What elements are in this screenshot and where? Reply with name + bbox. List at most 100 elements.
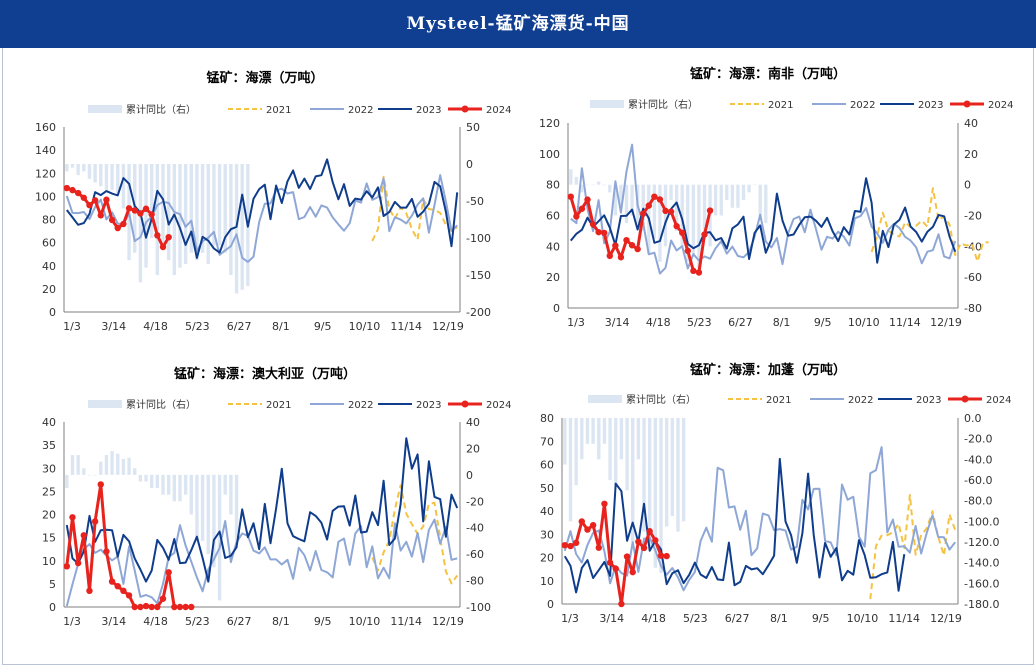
chart2-legend-marker-2024 bbox=[963, 100, 971, 108]
chart4-series-2023-line bbox=[563, 457, 906, 594]
chart4-x-tick-label: 12/19 bbox=[930, 612, 962, 625]
chart1-x-tick-label: 11/14 bbox=[390, 320, 422, 333]
chart4-bar-cumulative-yoy bbox=[664, 418, 669, 527]
chart1-point-2024 bbox=[142, 205, 150, 212]
chart2-point-2024 bbox=[617, 254, 625, 261]
chart1-y-tick-label: 140 bbox=[35, 144, 56, 157]
chart3-bar-cumulative-yoy bbox=[99, 461, 103, 475]
chart2-y2-tick-label: -20 bbox=[964, 210, 982, 223]
chart3-point-2024 bbox=[131, 603, 138, 611]
chart1-y-tick-label: 120 bbox=[35, 167, 56, 180]
chart1-bar-cumulative-yoy bbox=[138, 164, 143, 283]
chart3-series-2023-line bbox=[65, 437, 459, 583]
chart4-bar-cumulative-yoy bbox=[636, 418, 641, 460]
chart3-point-2024 bbox=[63, 563, 71, 570]
chart3-bar-cumulative-yoy bbox=[229, 474, 233, 515]
chart3-bar-cumulative-yoy bbox=[127, 457, 131, 475]
chart2-y2-tick-label: -80 bbox=[964, 302, 982, 315]
chart2-point-2024 bbox=[628, 242, 636, 249]
chart1-bar-cumulative-yoy bbox=[223, 164, 227, 253]
chart3-bar-cumulative-yoy bbox=[200, 474, 205, 541]
chart2-bar-cumulative-yoy bbox=[747, 184, 751, 193]
chart2-bar-cumulative-yoy bbox=[580, 184, 584, 193]
chart4-x-tick-label: 3/14 bbox=[599, 612, 624, 625]
chart3-y2-tick-label: 20 bbox=[466, 442, 480, 455]
chart2-x-tick-label: 6/27 bbox=[728, 316, 753, 329]
chart4-x-tick-label: 9/5 bbox=[812, 612, 830, 625]
chart1-x-tick-label: 10/10 bbox=[349, 320, 381, 333]
chart1-bar-cumulative-yoy bbox=[76, 164, 80, 176]
chart4-y2-tick-label: -60.0 bbox=[964, 474, 992, 487]
chart1-bar-cumulative-yoy bbox=[65, 164, 69, 172]
chart4-point-2024 bbox=[646, 528, 653, 535]
chart1-legend-swatch-bar bbox=[88, 105, 122, 113]
chart4-bar-cumulative-yoy bbox=[602, 418, 607, 444]
chart1-bar-cumulative-yoy bbox=[155, 164, 160, 275]
chart1-point-2024 bbox=[120, 220, 127, 228]
chart3-x-tick-label: 1/3 bbox=[63, 615, 81, 628]
chart4-point-2024 bbox=[623, 553, 631, 560]
chart3-point-2024 bbox=[171, 603, 178, 611]
chart4-y2-tick-label: -160.0 bbox=[964, 577, 999, 590]
chart1-x-tick-label: 9/5 bbox=[314, 320, 332, 333]
chart2-bar-cumulative-yoy bbox=[591, 184, 595, 186]
chart3-bar-cumulative-yoy bbox=[82, 468, 86, 475]
chart2-bar-cumulative-yoy bbox=[663, 184, 668, 247]
chart3-point-2024 bbox=[188, 603, 195, 611]
chart1-x-tick-label: 4/18 bbox=[143, 320, 168, 333]
chart3-point-2024 bbox=[154, 603, 161, 611]
chart4-point-2024 bbox=[612, 565, 619, 572]
chart4-y2-tick-label: -180.0 bbox=[964, 598, 999, 611]
chart1-x-tick-label: 8/1 bbox=[272, 320, 290, 333]
chart2-bar-cumulative-yoy bbox=[624, 184, 629, 224]
chart1-legend-label-2023: 2023 bbox=[416, 105, 441, 116]
chart2-y-tick-label: 80 bbox=[546, 179, 560, 192]
chart4-y-tick-label: 80 bbox=[540, 412, 554, 425]
chart4-legend-swatch-bar bbox=[588, 395, 622, 403]
chart4-x-tick-label: 8/1 bbox=[770, 612, 788, 625]
chart2-bar-cumulative-yoy bbox=[702, 184, 707, 231]
chart2-y2-tick-label: 40 bbox=[964, 117, 978, 130]
chart1-point-2024 bbox=[108, 216, 116, 224]
chart3-bar-cumulative-yoy bbox=[116, 453, 120, 475]
chart3-point-2024 bbox=[114, 582, 121, 590]
chart1-point-2024 bbox=[154, 232, 161, 239]
chart4-legend-marker-2024 bbox=[961, 395, 969, 403]
chart1-point-2024 bbox=[80, 194, 88, 201]
chart1-bar-cumulative-yoy bbox=[229, 164, 233, 275]
chart1-bar-cumulative-yoy bbox=[234, 164, 239, 294]
chart4-bar-cumulative-yoy bbox=[563, 418, 567, 465]
chart3-y-tick-label: 0 bbox=[49, 601, 56, 614]
chart1-bar-cumulative-yoy bbox=[189, 164, 193, 253]
chart3-x-tick-label: 6/27 bbox=[227, 615, 252, 628]
chart2-x-tick-label: 1/3 bbox=[567, 316, 585, 329]
chart4-y2-tick-label: -120.0 bbox=[964, 536, 999, 549]
chart1-point-2024 bbox=[63, 184, 71, 192]
chart1-x-tick-label: 6/27 bbox=[227, 320, 252, 333]
chart1-point-2024 bbox=[103, 196, 110, 203]
chart2-x-tick-label: 3/14 bbox=[605, 316, 630, 329]
chart3-bar-cumulative-yoy bbox=[155, 474, 160, 489]
chart3-legend-label-bar: 累计同比（右） bbox=[126, 398, 196, 411]
chart2-x-tick-label: 4/18 bbox=[646, 316, 671, 329]
chart4-bar-cumulative-yoy bbox=[574, 418, 578, 486]
chart3-bar-cumulative-yoy bbox=[183, 474, 188, 495]
chart4-y2-tick-label: -20.0 bbox=[964, 433, 992, 446]
chart1-series-2022-line bbox=[65, 174, 458, 263]
chart2-series-2023-line bbox=[570, 177, 957, 264]
chart1-bar-cumulative-yoy bbox=[99, 164, 103, 187]
chart3-point-2024 bbox=[103, 548, 110, 555]
chart1-bar-cumulative-yoy bbox=[240, 164, 244, 290]
chart4-bar-cumulative-yoy bbox=[568, 418, 573, 522]
chart2-bar-cumulative-yoy bbox=[680, 184, 684, 247]
chart3-y2-tick-label: 0 bbox=[466, 469, 473, 482]
chart3-legend-swatch-bar bbox=[88, 400, 122, 408]
chart1-y2-tick-label: 50 bbox=[466, 121, 480, 134]
chart2-point-2024 bbox=[595, 228, 602, 236]
chart2-point-2024 bbox=[573, 213, 580, 220]
chart2-y2-tick-label: 0 bbox=[964, 179, 971, 192]
chart3-series-2021-line bbox=[371, 484, 459, 585]
chart4-x-tick-label: 4/18 bbox=[641, 612, 666, 625]
chart4-bar-cumulative-yoy bbox=[614, 418, 618, 486]
